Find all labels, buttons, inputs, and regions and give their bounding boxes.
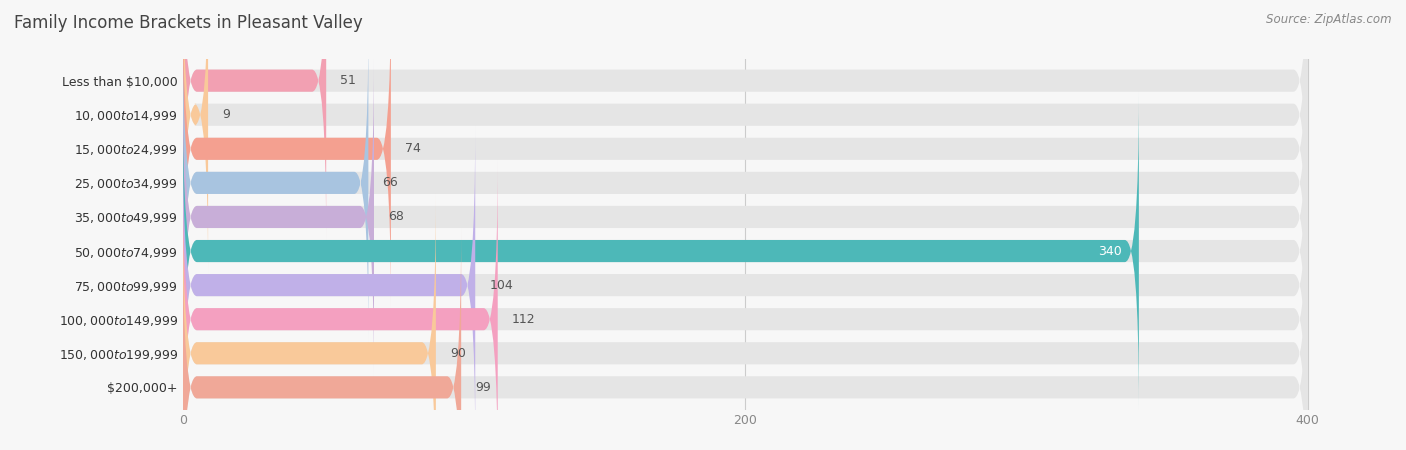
FancyBboxPatch shape bbox=[183, 92, 1308, 410]
Text: Source: ZipAtlas.com: Source: ZipAtlas.com bbox=[1267, 14, 1392, 27]
FancyBboxPatch shape bbox=[183, 126, 1308, 445]
FancyBboxPatch shape bbox=[183, 23, 368, 342]
FancyBboxPatch shape bbox=[183, 0, 1308, 308]
FancyBboxPatch shape bbox=[183, 58, 1308, 376]
Text: 68: 68 bbox=[388, 211, 404, 224]
Text: 340: 340 bbox=[1098, 244, 1122, 257]
FancyBboxPatch shape bbox=[183, 58, 374, 376]
FancyBboxPatch shape bbox=[183, 194, 436, 450]
Text: 9: 9 bbox=[222, 108, 231, 121]
FancyBboxPatch shape bbox=[183, 160, 498, 450]
FancyBboxPatch shape bbox=[183, 23, 1308, 342]
FancyBboxPatch shape bbox=[183, 0, 1308, 240]
FancyBboxPatch shape bbox=[183, 126, 475, 445]
Text: 90: 90 bbox=[450, 347, 465, 360]
FancyBboxPatch shape bbox=[183, 92, 1139, 410]
Text: 66: 66 bbox=[382, 176, 398, 189]
Text: 74: 74 bbox=[405, 142, 420, 155]
FancyBboxPatch shape bbox=[183, 0, 391, 308]
Text: 99: 99 bbox=[475, 381, 491, 394]
FancyBboxPatch shape bbox=[183, 228, 1308, 450]
FancyBboxPatch shape bbox=[183, 0, 208, 274]
FancyBboxPatch shape bbox=[183, 0, 1308, 274]
Text: 104: 104 bbox=[489, 279, 513, 292]
FancyBboxPatch shape bbox=[183, 0, 326, 240]
Text: 51: 51 bbox=[340, 74, 356, 87]
FancyBboxPatch shape bbox=[183, 228, 461, 450]
Text: Family Income Brackets in Pleasant Valley: Family Income Brackets in Pleasant Valle… bbox=[14, 14, 363, 32]
Text: 112: 112 bbox=[512, 313, 536, 326]
FancyBboxPatch shape bbox=[183, 194, 1308, 450]
FancyBboxPatch shape bbox=[183, 160, 1308, 450]
